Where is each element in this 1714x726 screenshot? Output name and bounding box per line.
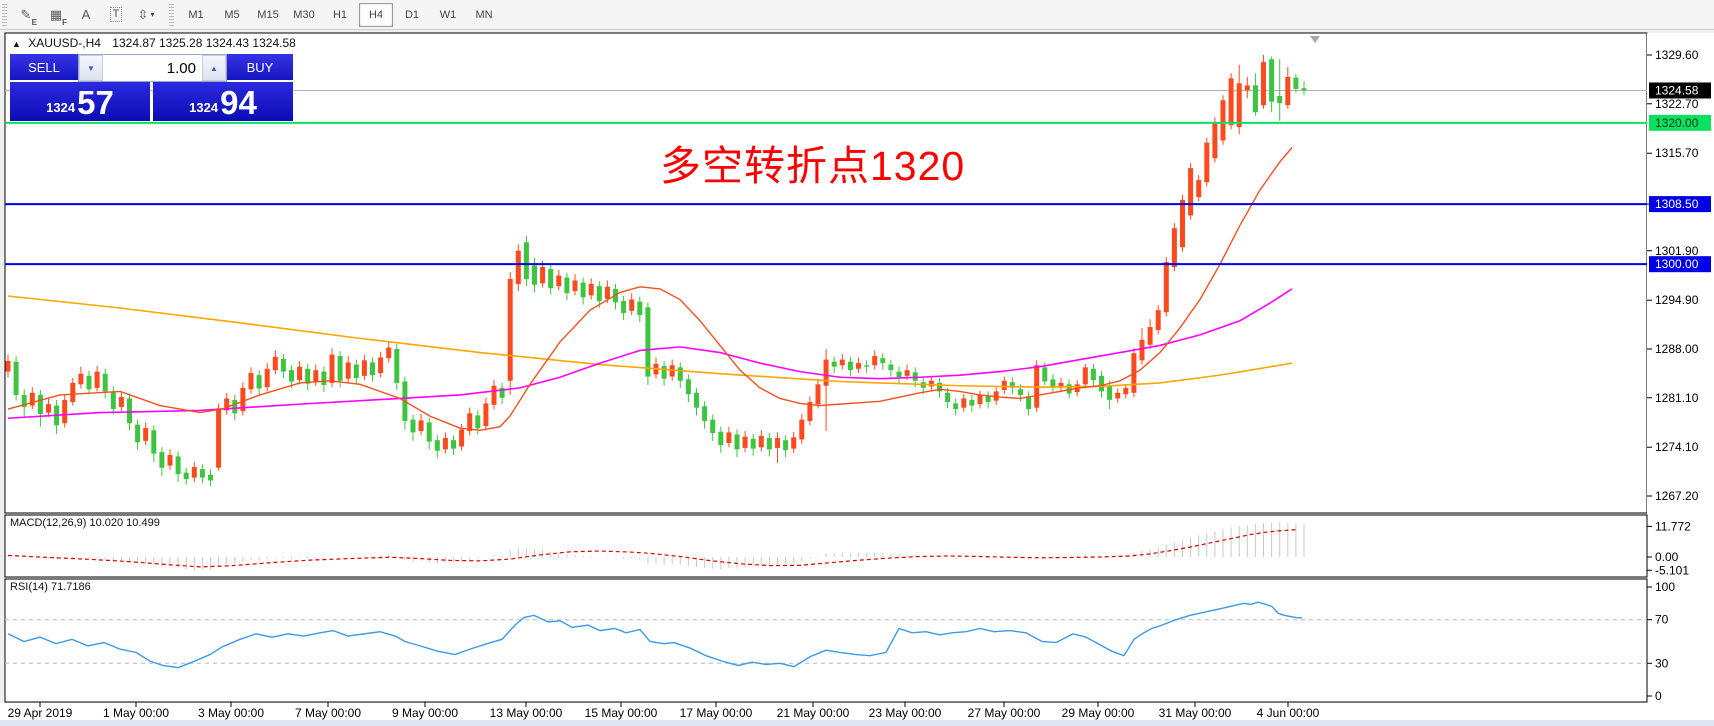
toolbar: ✎ E ▦ F A T ⇳ ▾ M1 M5 M15 M30 H1 H4 D1 W1 MN — [0, 0, 1714, 30]
tool-dropdown-caret-icon[interactable]: ▾ — [150, 10, 155, 19]
svg-text:0: 0 — [1655, 689, 1662, 703]
time-label: 21 May 00:00 — [777, 706, 850, 720]
macd-indicator-label: MACD(12,26,9) 10.020 10.499 — [10, 517, 160, 529]
timeframe-buttons-group: M1 M5 M15 M30 H1 H4 D1 W1 MN — [178, 2, 502, 27]
timeframe-button-h1[interactable]: H1 — [332, 8, 348, 21]
time-label: 17 May 00:00 — [680, 706, 753, 720]
sell-price-display[interactable]: 1324 57 — [10, 82, 150, 121]
svg-text:1320.00: 1320.00 — [1655, 116, 1699, 130]
time-axis: 29 Apr 2019 1 May 00:00 3 May 00:00 7 May 0… — [8, 702, 1320, 720]
time-label: 29 May 00:00 — [1062, 706, 1135, 720]
cursor-mode-icon[interactable]: ⇳ ▾ — [137, 6, 155, 22]
chart-ohlc-header: ▲ XAUUSD-,H4 1324.87 1325.28 1324.43 132… — [12, 36, 296, 50]
time-label: 23 May 00:00 — [869, 706, 942, 720]
svg-text:1274.10: 1274.10 — [1655, 440, 1699, 454]
svg-text:1288.00: 1288.00 — [1655, 342, 1699, 356]
green-level-badge — [1649, 114, 1711, 131]
symbol-timeframe-label: XAUUSD-,H4 — [28, 36, 101, 50]
one-click-trade-panel: SELL ▼ 1.00 ▲ BUY 1324 57 1324 94 — [10, 54, 293, 121]
blue-level-badge-1300 — [1649, 256, 1711, 273]
volume-input[interactable]: 1.00 — [166, 59, 196, 77]
svg-text:70: 70 — [1655, 613, 1669, 627]
volume-spinner: ▼ 1.00 ▲ — [78, 54, 227, 82]
text-label-icon[interactable]: A — [81, 7, 91, 22]
buy-price-pips: 94 — [220, 84, 257, 121]
macd-signal-line — [7, 529, 1297, 568]
last-price-badge — [1649, 82, 1711, 99]
time-label: 3 May 00:00 — [198, 706, 264, 720]
time-label: 15 May 00:00 — [585, 706, 658, 720]
volume-up-button[interactable]: ▲ — [202, 55, 226, 81]
rsi-axis: 100 70 30 0 — [1647, 580, 1675, 703]
svg-text:1308.50: 1308.50 — [1655, 197, 1699, 211]
timeframe-button-m1[interactable]: M1 — [188, 8, 204, 21]
sell-price-big-figure: 1324 — [46, 100, 76, 115]
macd-series — [7, 522, 1305, 571]
svg-text:1329.60: 1329.60 — [1655, 48, 1699, 62]
timeframe-button-w1[interactable]: W1 — [439, 8, 457, 21]
chart-annotation-text[interactable]: 多空转折点1320 — [660, 143, 966, 189]
svg-text:1294.90: 1294.90 — [1655, 293, 1699, 307]
volume-down-button[interactable]: ▼ — [79, 55, 103, 81]
rsi-indicator-label: RSI(14) 71.7186 — [10, 581, 91, 593]
svg-text:1322.70: 1322.70 — [1655, 97, 1699, 111]
timeframe-button-h4[interactable]: H4 — [359, 2, 393, 27]
svg-text:1300.00: 1300.00 — [1655, 257, 1699, 271]
time-label: 13 May 00:00 — [490, 706, 563, 720]
buy-price-display[interactable]: 1324 94 — [153, 82, 293, 121]
macd-panel — [4, 514, 1648, 578]
chart-shift-marker-icon — [1310, 36, 1320, 43]
ma-slow-orange-line — [7, 295, 1293, 388]
timeframe-toolbar-drag-handle[interactable] — [169, 3, 174, 26]
svg-text:11.772: 11.772 — [1655, 519, 1691, 533]
svg-text:0.00: 0.00 — [1655, 550, 1679, 564]
collapse-triangle-icon[interactable]: ▲ — [12, 39, 21, 49]
svg-text:100: 100 — [1655, 580, 1675, 594]
toolbar-drag-handle[interactable] — [2, 3, 7, 26]
macd-axis: 11.772 0.00-5.101 — [1647, 519, 1691, 577]
svg-text:1324.58: 1324.58 — [1655, 83, 1699, 97]
text-box-icon[interactable]: T — [104, 4, 128, 26]
timeframe-button-d1[interactable]: D1 — [404, 8, 420, 21]
svg-text:1301.90: 1301.90 — [1655, 244, 1699, 258]
timeframe-button-m5[interactable]: M5 — [224, 8, 240, 21]
rsi-line — [7, 601, 1303, 669]
time-label: 7 May 00:00 — [295, 706, 361, 720]
rsi-panel — [4, 578, 1648, 703]
timeframe-button-m15[interactable]: M15 — [257, 8, 279, 21]
buy-price-big-figure: 1324 — [189, 100, 219, 115]
price-axis: 1329.60 1322.70 1315.70 1308.50 1301.90 1294.… — [1647, 48, 1711, 503]
buy-button[interactable]: BUY — [227, 54, 293, 82]
blue-level-badge-1308 — [1649, 196, 1711, 213]
timeframe-button-mn[interactable]: MN — [475, 8, 493, 21]
time-label: 1 May 00:00 — [103, 706, 169, 720]
draw-objects-icon[interactable]: ✎ E — [20, 6, 37, 27]
svg-text:1315.70: 1315.70 — [1655, 146, 1699, 160]
time-label: 4 Jun 00:00 — [1257, 706, 1320, 720]
time-label: 29 Apr 2019 — [8, 706, 73, 720]
timeframe-button-m30[interactable]: M30 — [293, 8, 315, 21]
ohlc-values: 1324.87 1325.28 1324.43 1324.58 — [112, 36, 296, 50]
time-label: 27 May 00:00 — [968, 706, 1041, 720]
time-label: 31 May 00:00 — [1159, 706, 1232, 720]
svg-text:1281.10: 1281.10 — [1655, 391, 1699, 405]
sell-button[interactable]: SELL — [10, 54, 78, 82]
ma-mid-magenta-line — [7, 288, 1293, 420]
svg-text:1267.20: 1267.20 — [1655, 489, 1699, 503]
drawing-tools-group: ✎ E ▦ F A T ⇳ ▾ — [11, 4, 161, 27]
sell-price-pips: 57 — [77, 84, 114, 121]
ma-fast-red-line — [7, 147, 1293, 431]
svg-text:-5.101: -5.101 — [1655, 563, 1689, 577]
fibonacci-grid-icon[interactable]: ▦ F — [49, 6, 67, 27]
svg-text:30: 30 — [1655, 656, 1669, 670]
time-label: 9 May 00:00 — [392, 706, 458, 720]
